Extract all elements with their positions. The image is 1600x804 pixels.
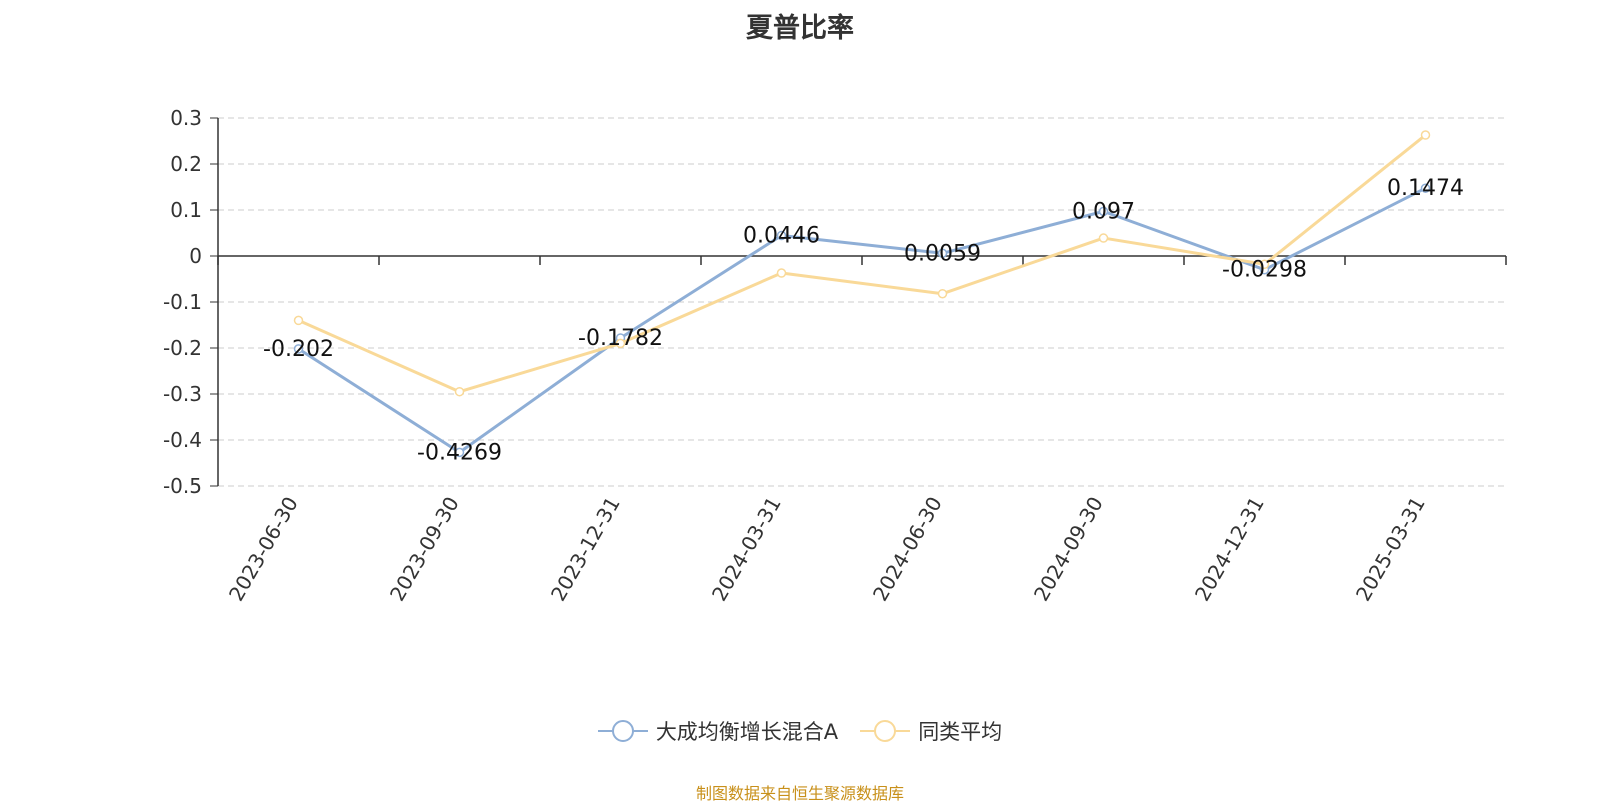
data-point-series-2: [1100, 234, 1108, 242]
legend-marker-series-2-icon: [860, 719, 910, 743]
source-note: 制图数据来自恒生聚源数据库: [0, 780, 1600, 804]
axes: 0.3 0.2 0.1 0 -0.1 -0.2 -0.3 -0.4 -0.5 2023-06-30…: [163, 106, 1506, 605]
data-point-series-2: [1422, 131, 1430, 139]
legend: 大成均衡增长混合A 同类平均: [0, 716, 1600, 746]
data-point-series-2: [295, 316, 303, 324]
y-tick-label: 0.1: [170, 198, 202, 222]
data-label: -0.4269: [417, 440, 502, 465]
x-tick-label: 2024-12-31: [1190, 493, 1269, 606]
legend-marker-series-1-icon: [598, 719, 648, 743]
x-tick-label: 2024-06-30: [868, 493, 947, 606]
x-tick-label: 2023-06-30: [224, 493, 303, 606]
y-tick-label: -0.1: [163, 290, 202, 314]
series-line-1: [299, 188, 1426, 452]
data-point-series-2: [939, 290, 947, 298]
y-tick-label: 0.2: [170, 152, 202, 176]
x-tick-label: 2025-03-31: [1351, 493, 1430, 606]
y-tick-label: -0.4: [163, 428, 202, 452]
data-label: 0.0446: [743, 223, 820, 248]
data-label: 0.0059: [904, 241, 981, 266]
data-point-series-2: [456, 388, 464, 396]
data-point-series-2: [778, 269, 786, 277]
data-label: 0.1474: [1387, 176, 1464, 201]
legend-label-series-1: 大成均衡增长混合A: [656, 716, 838, 746]
y-tick-label: -0.5: [163, 474, 202, 498]
legend-label-series-2: 同类平均: [918, 716, 1002, 746]
data-label: -0.202: [263, 337, 334, 362]
legend-item-series-2[interactable]: 同类平均: [860, 716, 1002, 746]
y-tick-label: 0.3: [170, 106, 202, 130]
y-tick-label: -0.3: [163, 382, 202, 406]
grid-lines: [218, 118, 1506, 486]
series-lines: [295, 131, 1430, 456]
x-tick-label: 2024-03-31: [707, 493, 786, 606]
x-tick-label: 2024-09-30: [1029, 493, 1108, 606]
data-labels: -0.202 -0.4269 -0.1782 0.0446 0.0059 0.097 -0.…: [263, 176, 1464, 465]
x-tick-label: 2023-09-30: [385, 493, 464, 606]
legend-item-series-1[interactable]: 大成均衡增长混合A: [598, 716, 838, 746]
data-label: 0.097: [1072, 199, 1135, 224]
y-tick-label: 0: [189, 244, 202, 268]
data-label: -0.1782: [578, 326, 663, 351]
x-tick-label: 2023-12-31: [546, 493, 625, 606]
data-label: -0.0298: [1222, 258, 1307, 283]
y-tick-label: -0.2: [163, 336, 202, 360]
